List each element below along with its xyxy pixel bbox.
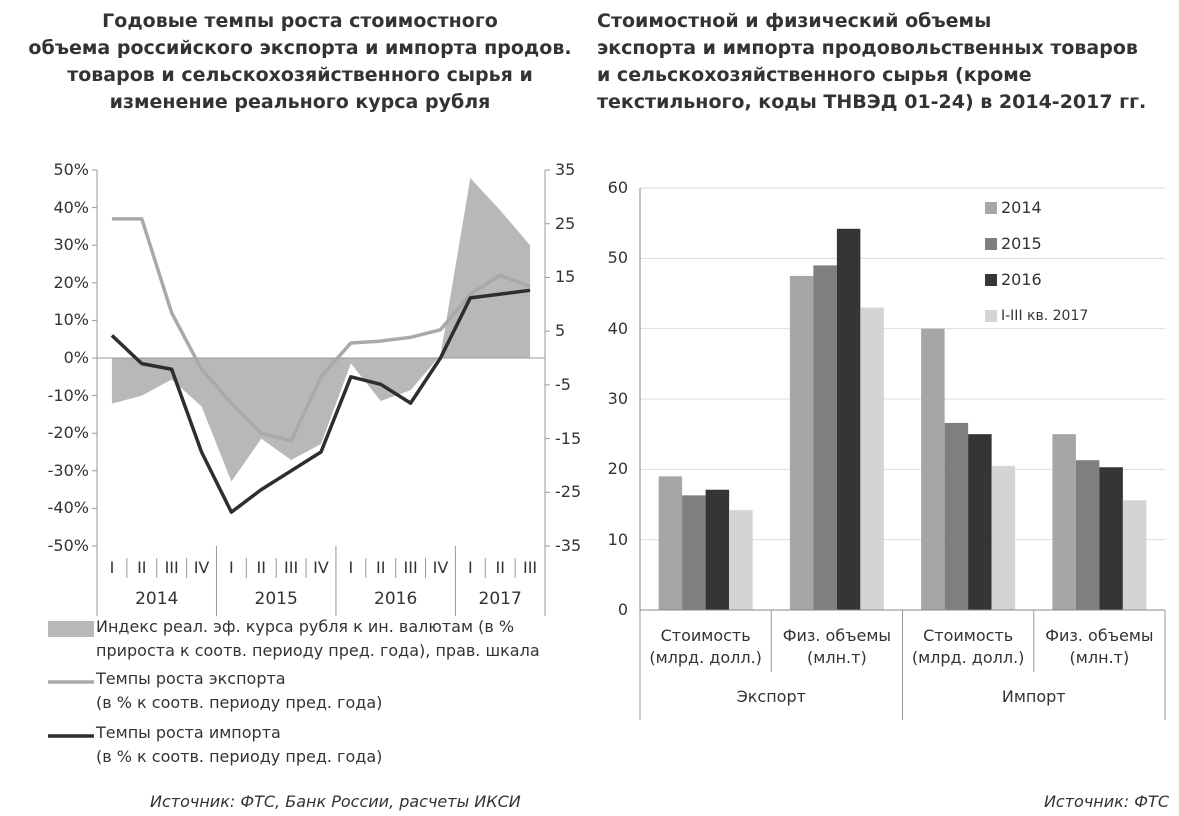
bar xyxy=(705,489,730,610)
x-tick-label: III xyxy=(403,558,418,577)
y2-tick-label: 35 xyxy=(555,160,576,179)
y-tick-label: -10% xyxy=(47,385,89,405)
source: Источник: ФТС, Банк России, расчеты ИКСИ xyxy=(150,792,521,811)
y-tick-label: 0% xyxy=(63,348,89,367)
y2-tick-label: 15 xyxy=(555,267,576,287)
x-tick-label: Физ. объемы (млн.т) xyxy=(782,626,892,667)
x-tick-label: II xyxy=(376,558,386,577)
y-tick-label: -40% xyxy=(47,498,89,518)
y-tick-label: 50 xyxy=(607,248,628,268)
bar xyxy=(991,465,1016,610)
x-tick-label: III xyxy=(284,558,299,577)
bar xyxy=(789,275,814,610)
y-tick-label: 40 xyxy=(607,318,628,338)
y-tick-label: 40% xyxy=(53,197,89,217)
y2-tick-label: -15 xyxy=(555,428,582,448)
group-label: Экспорт xyxy=(736,687,806,706)
bar xyxy=(860,307,884,610)
legend-label: 2016 xyxy=(1001,270,1042,289)
x-tick-label: II xyxy=(137,558,147,577)
y-tick-label: -30% xyxy=(47,460,89,480)
group-label: Импорт xyxy=(1001,687,1066,706)
chart-title: Годовые темпы роста стоимостного объема … xyxy=(28,10,572,113)
group-label: 2014 xyxy=(135,589,179,609)
bar xyxy=(944,422,969,610)
y-tick-label: 20% xyxy=(53,272,89,292)
y-tick-label: 50% xyxy=(53,160,89,179)
x-tick-label: IV xyxy=(313,558,329,577)
y2-tick-label: -5 xyxy=(555,374,571,394)
area xyxy=(111,178,531,482)
x-tick-label: II xyxy=(256,558,266,577)
x-tick-label: II xyxy=(495,558,505,577)
y2-tick-label: -35 xyxy=(555,536,582,555)
bar xyxy=(729,510,753,610)
bar xyxy=(1075,460,1100,610)
bar xyxy=(813,265,837,610)
bar xyxy=(1099,467,1123,610)
group-label: 2017 xyxy=(478,589,522,609)
y2-tick-label: 25 xyxy=(555,213,576,233)
x-tick-label: I xyxy=(467,558,473,577)
x-tick-label: I xyxy=(348,558,354,577)
bar xyxy=(1122,500,1147,610)
line xyxy=(110,288,531,514)
x-tick-label: III xyxy=(522,558,538,577)
x-tick-label: IV xyxy=(432,558,449,577)
x-tick-label: I xyxy=(229,558,234,577)
y-tick-label: -50% xyxy=(47,536,89,555)
y-tick-label: 0 xyxy=(617,600,628,619)
y-tick-label: 60 xyxy=(607,178,628,197)
y2-tick-label: 5 xyxy=(555,321,566,341)
bar xyxy=(968,434,992,610)
bar xyxy=(836,228,861,610)
bar xyxy=(1052,434,1076,610)
y-tick-label: 10 xyxy=(607,529,628,549)
legend-label: Темпы роста экспорта (в % к соотв. перио… xyxy=(96,669,383,712)
source: Источник: ФТС xyxy=(1043,792,1169,811)
x-tick-label: Стоимость (млрд. долл.) xyxy=(649,626,762,667)
legend-label: Индекс реал. эф. курса рубля к ин. валют… xyxy=(96,617,540,660)
y-tick-label: -20% xyxy=(47,423,89,443)
y2-tick-label: -25 xyxy=(555,482,582,502)
legend-label: Темпы роста импорта (в % к соотв. период… xyxy=(96,723,383,766)
x-tick-label: I xyxy=(109,558,115,577)
legend-swatch xyxy=(985,274,997,286)
x-tick-label: III xyxy=(164,558,179,577)
y-tick-label: 30 xyxy=(607,389,628,408)
bar xyxy=(682,495,706,610)
x-tick-label: Физ. объемы (млн.т) xyxy=(1045,626,1154,667)
line xyxy=(111,217,531,443)
legend-swatch xyxy=(985,202,997,214)
group-label: 2015 xyxy=(254,589,298,609)
legend-label: 2015 xyxy=(1001,234,1042,253)
bar xyxy=(658,476,683,610)
legend-swatch xyxy=(48,621,94,637)
x-tick-label: IV xyxy=(193,558,210,577)
y-tick-label: 10% xyxy=(53,310,89,330)
legend-label: I-III кв. 2017 xyxy=(1001,308,1089,324)
y-tick-label: 20 xyxy=(607,459,628,479)
x-tick-label: Стоимость (млрд. долл.) xyxy=(911,626,1025,667)
bar xyxy=(921,328,945,610)
legend-swatch xyxy=(985,310,997,322)
legend-label: 2014 xyxy=(1001,198,1042,217)
group-label: 2016 xyxy=(374,589,418,609)
legend-swatch xyxy=(985,238,997,250)
y-tick-label: 30% xyxy=(53,235,89,255)
chart-title: Стоимостной и физический объемы экспорта… xyxy=(597,10,1147,113)
